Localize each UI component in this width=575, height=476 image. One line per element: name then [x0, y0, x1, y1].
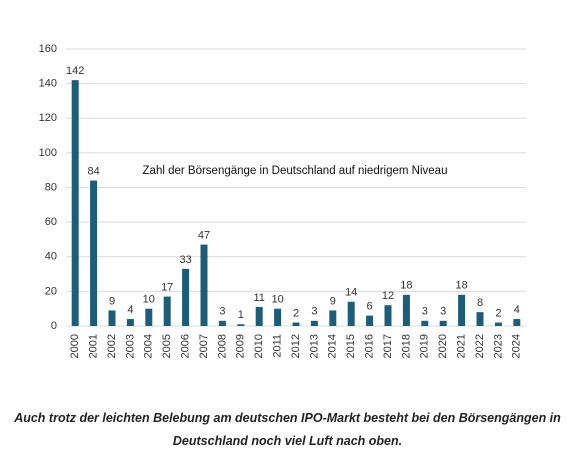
x-tick-label: 2014: [327, 334, 339, 358]
bar: [421, 320, 429, 326]
x-tick-label: 2005: [161, 334, 173, 358]
x-tick-label: 2003: [124, 334, 136, 358]
x-tick-label: 2000: [69, 334, 81, 358]
data-label: 6: [367, 301, 373, 313]
x-tick-label: 2020: [437, 334, 449, 358]
bar: [347, 301, 355, 326]
bar: [218, 320, 226, 326]
x-tick-label: 2024: [511, 334, 523, 358]
y-tick-label: 140: [39, 78, 57, 90]
data-label: 33: [179, 254, 191, 266]
y-tick-label: 60: [45, 216, 57, 228]
data-label: 4: [514, 304, 520, 316]
x-tick-label: 2019: [419, 334, 431, 358]
bar: [292, 322, 300, 326]
data-label: 18: [455, 280, 467, 292]
data-label: 3: [422, 306, 428, 318]
data-label: 142: [66, 65, 84, 77]
data-label: 1: [238, 309, 244, 321]
y-tick-label: 0: [51, 320, 57, 332]
data-label: 10: [271, 294, 283, 306]
x-tick-label: 2013: [308, 334, 320, 358]
data-label: 3: [311, 306, 317, 318]
bar: [274, 308, 282, 326]
x-tick-label: 2021: [456, 334, 468, 358]
data-label: 2: [293, 307, 299, 319]
caption: Auch trotz der leichten Belebung am deut…: [14, 411, 561, 448]
y-tick-label: 120: [39, 112, 57, 124]
x-tick-label: 2023: [492, 334, 504, 358]
data-label: 8: [477, 297, 483, 309]
x-tick-label: 2007: [198, 334, 210, 358]
bar: [237, 324, 245, 326]
data-label: 10: [143, 294, 155, 306]
bar: [200, 244, 208, 326]
data-label: 12: [382, 290, 394, 302]
x-tick-label: 2002: [106, 334, 118, 358]
bar: [182, 268, 190, 326]
data-label: 18: [400, 280, 412, 292]
bar: [384, 305, 392, 326]
data-label: 3: [440, 306, 446, 318]
bar: [310, 320, 318, 326]
x-tick-label: 2010: [253, 334, 265, 358]
x-tick-label: 2022: [474, 334, 486, 358]
bar: [163, 296, 171, 326]
bar: [402, 294, 410, 326]
x-tick-label: 2011: [272, 334, 284, 358]
data-label: 84: [87, 165, 99, 177]
bar: [71, 80, 79, 326]
x-tick-label: 2006: [180, 334, 192, 358]
y-tick-label: 40: [45, 251, 57, 263]
data-label: 3: [219, 306, 225, 318]
bar: [458, 294, 466, 326]
bar: [108, 310, 116, 326]
x-tick-label: 2016: [364, 334, 376, 358]
data-label: 9: [109, 295, 115, 307]
bar: [145, 308, 153, 326]
bar: [255, 306, 263, 326]
bar: [366, 315, 374, 326]
data-label: 47: [198, 230, 210, 242]
bar: [329, 310, 337, 326]
bar: [494, 322, 502, 326]
y-tick-label: 80: [45, 181, 57, 193]
x-tick-label: 2008: [216, 334, 228, 358]
y-tick-label: 160: [39, 43, 57, 55]
bar: [439, 320, 447, 326]
data-label: 9: [330, 295, 336, 307]
y-tick-label: 100: [39, 147, 57, 159]
chart: Zahl der Börsengänge in Deutschland auf …: [39, 43, 526, 358]
x-tick-label: 2015: [345, 334, 357, 358]
x-tick-label: 2004: [143, 334, 155, 358]
bar: [513, 319, 521, 326]
bar: [476, 312, 484, 326]
data-label: 11: [253, 292, 264, 304]
bar: [126, 319, 134, 326]
bar: [90, 180, 98, 326]
x-tick-label: 2017: [382, 334, 394, 358]
data-label: 4: [127, 304, 133, 316]
x-tick-label: 2001: [88, 334, 100, 358]
x-tick-label: 2018: [400, 334, 412, 358]
y-tick-label: 20: [45, 285, 57, 297]
data-label: 17: [161, 281, 173, 293]
x-tick-label: 2012: [290, 334, 302, 358]
x-tick-label: 2009: [235, 334, 247, 358]
data-label: 14: [345, 287, 357, 299]
chart-annotation: Zahl der Börsengänge in Deutschland auf …: [143, 165, 448, 177]
data-label: 2: [495, 307, 501, 319]
